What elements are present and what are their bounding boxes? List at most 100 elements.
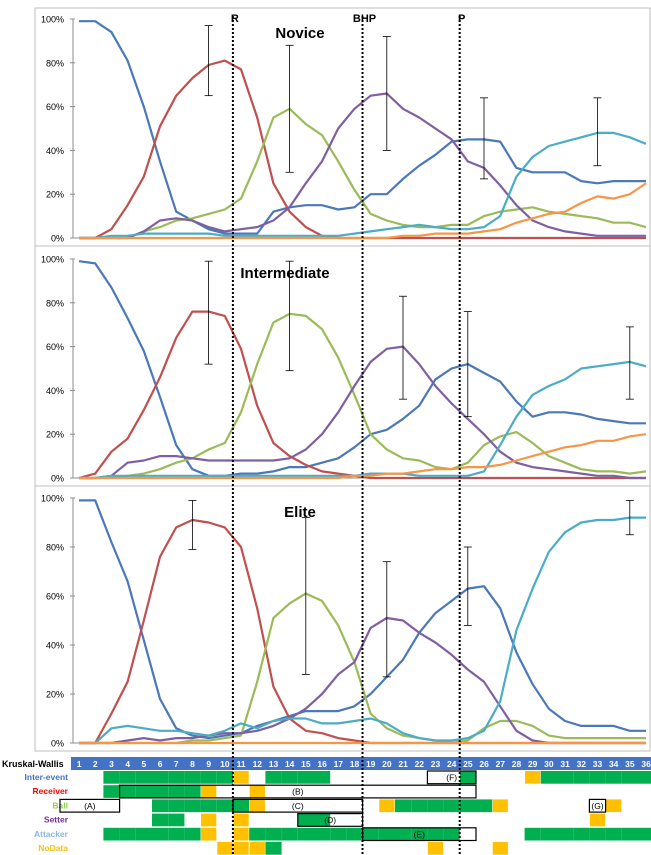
kw-cell-significant bbox=[557, 771, 574, 784]
phase-label: R bbox=[231, 13, 239, 25]
kw-cell-significant bbox=[119, 827, 136, 841]
kw-cell-significant bbox=[605, 827, 622, 841]
kw-column-label: 7 bbox=[174, 759, 179, 769]
kw-group-label: (C) bbox=[292, 801, 304, 811]
kw-column-label: 15 bbox=[301, 759, 311, 769]
kw-column-label: 25 bbox=[463, 759, 473, 769]
kw-cell-trend bbox=[589, 813, 606, 827]
kw-column-label: 12 bbox=[253, 759, 263, 769]
y-tick-label: 40% bbox=[46, 641, 64, 651]
kw-column-label: 28 bbox=[512, 759, 522, 769]
series-line-setter bbox=[79, 92, 646, 240]
kw-cell-significant bbox=[135, 771, 152, 784]
kw-column-label: 30 bbox=[544, 759, 554, 769]
kw-cell-significant bbox=[184, 785, 201, 798]
kw-cell-significant bbox=[540, 771, 557, 784]
kw-cell-significant bbox=[589, 771, 606, 784]
y-tick-label: 0% bbox=[51, 739, 64, 749]
kw-cell-significant bbox=[281, 771, 298, 784]
kw-column-label: 20 bbox=[382, 759, 392, 769]
kw-cell-trend bbox=[606, 799, 622, 813]
kw-group-box bbox=[118, 784, 477, 799]
panel-title: Novice bbox=[275, 25, 324, 42]
kw-cell-significant bbox=[184, 771, 201, 784]
kw-cell-significant bbox=[573, 771, 590, 784]
kw-cell-significant bbox=[184, 799, 201, 813]
kw-cell-trend bbox=[249, 785, 265, 798]
kw-column-label: 2 bbox=[93, 759, 98, 769]
kw-cell-significant bbox=[152, 813, 169, 827]
kw-cell-significant bbox=[346, 827, 363, 841]
kw-column-label: 23 bbox=[431, 759, 441, 769]
kw-cell-significant bbox=[249, 827, 266, 841]
y-tick-label: 80% bbox=[46, 58, 64, 68]
kw-cell-significant bbox=[638, 771, 651, 784]
kw-cell-significant bbox=[411, 827, 428, 841]
kw-cell-trend bbox=[525, 771, 541, 784]
y-tick-label: 100% bbox=[41, 255, 64, 265]
kw-column-label: 27 bbox=[496, 759, 506, 769]
panel-title: Elite bbox=[284, 504, 316, 521]
chart-panels: 0% 20% 40% 60% 80% 100% Novice 0% 20% 40% 60% 80% 10… bbox=[34, 7, 651, 752]
kw-cell-trend bbox=[249, 842, 265, 855]
kw-cell-significant bbox=[297, 827, 314, 841]
kw-row-label: Attacker bbox=[34, 829, 69, 839]
y-tick-label: 80% bbox=[46, 298, 64, 308]
kw-column-label: 18 bbox=[350, 759, 360, 769]
kw-column-label: 3 bbox=[109, 759, 114, 769]
kw-cell-significant bbox=[621, 771, 638, 784]
kw-group-label: (A) bbox=[84, 801, 96, 811]
kw-column-label: 1 bbox=[77, 759, 82, 769]
kw-header-label: Kruskal-Wallis bbox=[2, 759, 64, 769]
kw-column-label: 33 bbox=[593, 759, 603, 769]
kw-column-label: 31 bbox=[560, 759, 570, 769]
panel-frame bbox=[34, 485, 651, 752]
kw-cell-significant bbox=[265, 827, 282, 841]
kw-group-box bbox=[297, 812, 364, 827]
kw-cell-significant bbox=[314, 827, 331, 841]
kw-group-box bbox=[59, 798, 121, 813]
kw-column-label: 5 bbox=[142, 759, 147, 769]
kw-column-label: 16 bbox=[317, 759, 327, 769]
kw-group-label: (D) bbox=[324, 815, 336, 825]
kw-row-label: Inter-event bbox=[25, 772, 69, 782]
kw-cell-significant bbox=[103, 785, 120, 798]
kw-cell-trend bbox=[492, 799, 508, 813]
y-tick-label: 60% bbox=[46, 342, 64, 352]
kw-group-box bbox=[588, 798, 607, 813]
kw-row-label: Setter bbox=[44, 815, 69, 825]
kw-header-bar bbox=[71, 757, 651, 770]
kw-cell-significant bbox=[476, 799, 493, 813]
kw-column-label: 36 bbox=[641, 759, 651, 769]
kw-group-label: (E) bbox=[414, 829, 426, 839]
kw-cell-significant bbox=[314, 813, 331, 827]
series-line-nodata bbox=[79, 433, 647, 480]
kw-cell-significant bbox=[297, 813, 314, 827]
kw-cell-significant bbox=[152, 771, 169, 784]
kw-cell-significant bbox=[459, 771, 476, 784]
kw-cell-significant bbox=[395, 827, 412, 841]
kw-column-label: 22 bbox=[415, 759, 425, 769]
kw-cell-trend bbox=[492, 842, 508, 855]
kw-column-label: 14 bbox=[285, 759, 295, 769]
kw-cell-significant bbox=[168, 813, 185, 827]
kw-cell-significant bbox=[621, 827, 638, 841]
phase-label: P bbox=[458, 13, 465, 25]
kw-cell-significant bbox=[265, 771, 282, 784]
kw-cell-significant bbox=[427, 799, 444, 813]
kw-column-label: 8 bbox=[190, 759, 195, 769]
kw-cell-trend bbox=[233, 827, 249, 841]
panel-frame bbox=[34, 7, 651, 247]
kw-column-label: 4 bbox=[125, 759, 130, 769]
y-tick-label: 60% bbox=[46, 102, 64, 112]
kw-cell-significant bbox=[443, 799, 460, 813]
kw-cell-significant bbox=[524, 827, 541, 841]
panel-title: Intermediate bbox=[240, 265, 329, 282]
kw-column-label: 21 bbox=[398, 759, 408, 769]
kw-cell-significant bbox=[330, 827, 347, 841]
kw-cell-trend bbox=[201, 813, 217, 827]
kw-cell-significant bbox=[135, 827, 152, 841]
kw-cell-significant bbox=[589, 827, 606, 841]
kw-group-label: (B) bbox=[292, 787, 304, 797]
kw-column-label: 6 bbox=[158, 759, 163, 769]
